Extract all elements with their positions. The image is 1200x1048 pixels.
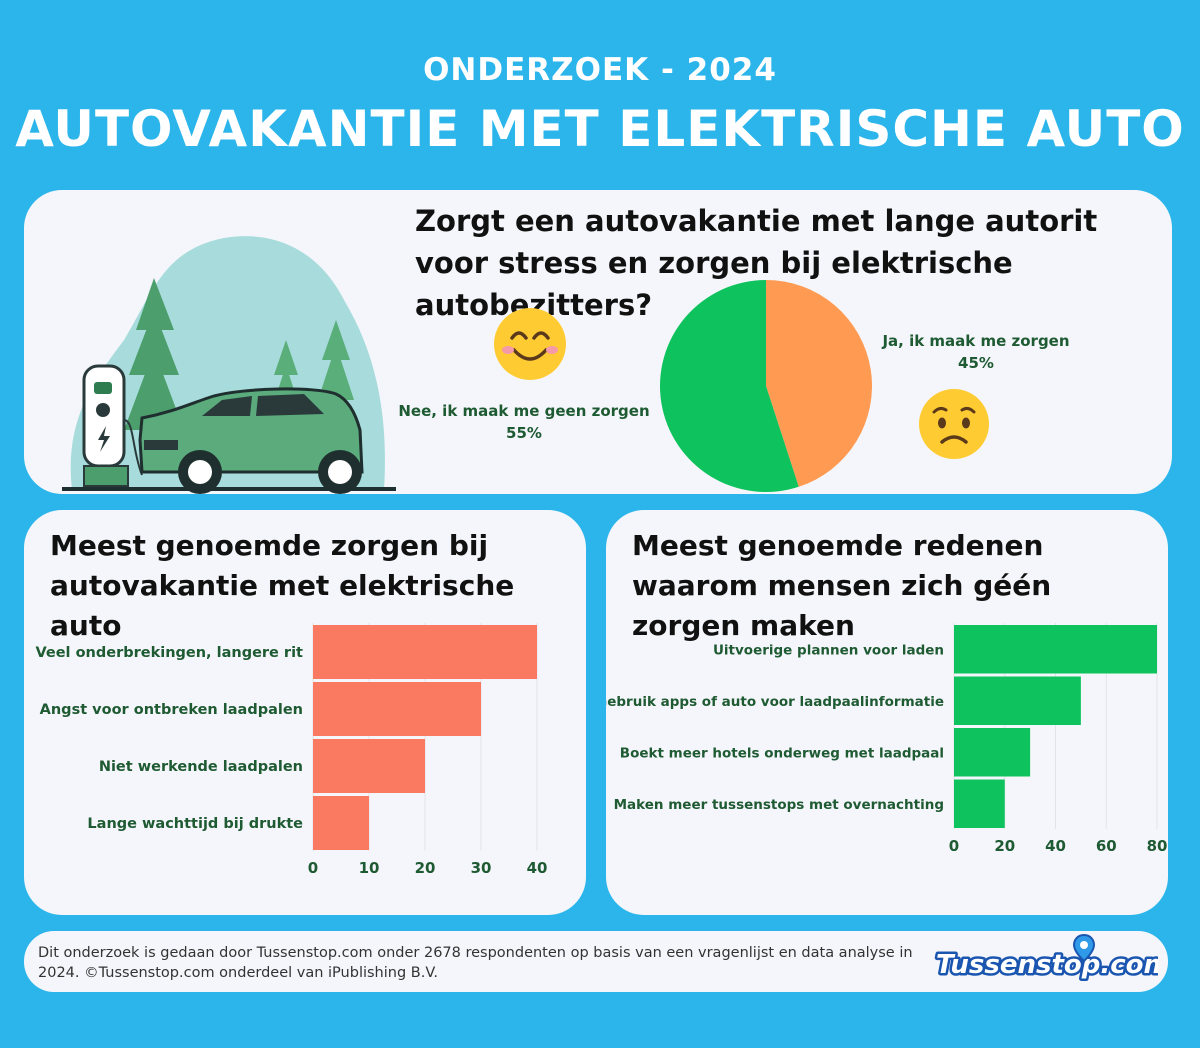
category-label: Maken meer tussenstops met overnachting <box>614 797 944 813</box>
category-label: Niet werkende laadpalen <box>99 759 303 775</box>
footer-card: Dit onderzoek is gedaan door Tussenstop.… <box>24 931 1168 992</box>
tick-label: 20 <box>415 859 436 877</box>
category-label: Boekt meer hotels onderweg met laadpaal <box>620 745 944 761</box>
tick-label: 80 <box>1147 837 1168 855</box>
pie-label-no: Nee, ik maak me geen zorgen 55% <box>390 400 658 444</box>
header-subtitle: ONDERZOEK - 2024 <box>423 52 777 88</box>
pie-slice-yes <box>766 280 872 487</box>
pie-question: Zorgt een autovakantie met lange autorit… <box>415 204 1098 322</box>
charging-station-icon <box>82 364 143 487</box>
concerns-bar-chart: 0 10 20 30 40 Veel onderbrekingen, langere ri… <box>35 623 548 877</box>
tick-label: 20 <box>994 837 1015 855</box>
bar <box>313 739 425 793</box>
logo-text: Tussenstop.com <box>936 950 1158 980</box>
tussenstop-logo[interactable]: Tussenstop.com <box>928 931 1158 992</box>
footer-text: Dit onderzoek is gedaan door Tussenstop.… <box>38 945 913 981</box>
tick-label: 0 <box>949 837 959 855</box>
bar <box>313 625 537 679</box>
car-icon <box>62 387 396 494</box>
pie-label-yes-text: Ja, ik maak me zorgen <box>882 332 1070 350</box>
concerns-card: Meest genoemde zorgen bij autovakantie m… <box>24 510 586 915</box>
tick-label: 40 <box>527 859 548 877</box>
reasons-chart-title: Meest genoemde redenen waarom mensen zic… <box>632 529 1052 642</box>
pie-label-yes-pct: 45% <box>958 354 994 372</box>
pie-label-no-pct: 55% <box>506 424 542 442</box>
bar <box>313 796 369 850</box>
pie-label-no-text: Nee, ik maak me geen zorgen <box>398 402 650 420</box>
tick-label: 60 <box>1096 837 1117 855</box>
pie-label-yes: Ja, ik maak me zorgen 45% <box>870 330 1082 374</box>
bar <box>954 779 1005 828</box>
category-label: Lange wachttijd bij drukte <box>87 816 303 832</box>
reasons-card: Meest genoemde redenen waarom mensen zic… <box>606 510 1168 915</box>
category-label: Uitvoerige plannen voor laden <box>713 642 944 658</box>
bar <box>954 676 1081 725</box>
tick-label: 40 <box>1045 837 1066 855</box>
pie-slice-no <box>660 280 799 492</box>
tick-label: 30 <box>471 859 492 877</box>
smiley-icon <box>494 308 566 380</box>
bar <box>954 728 1031 777</box>
pie-chart <box>660 280 872 492</box>
category-label: Gebruik apps of auto voor laadpaalinform… <box>606 694 944 710</box>
pie-card: Zorgt een autovakantie met lange autorit… <box>24 190 1172 494</box>
category-label: Veel onderbrekingen, langere rit <box>35 645 303 661</box>
worried-face-icon <box>919 389 989 459</box>
bar <box>313 682 481 736</box>
bar <box>954 625 1157 674</box>
ev-charging-illustration <box>62 236 396 494</box>
tick-label: 10 <box>359 859 380 877</box>
category-label: Angst voor ontbreken laadpalen <box>40 702 303 718</box>
header-title: AUTOVAKANTIE MET ELEKTRISCHE AUTO <box>15 100 1185 158</box>
tick-label: 0 <box>308 859 318 877</box>
location-pin-icon <box>1072 933 1096 963</box>
reasons-bar-chart: 0 20 40 60 80 Uitvoerige plannen voor laden Ge… <box>606 623 1168 855</box>
concerns-chart-title: Meest genoemde zorgen bij autovakantie m… <box>50 529 515 642</box>
